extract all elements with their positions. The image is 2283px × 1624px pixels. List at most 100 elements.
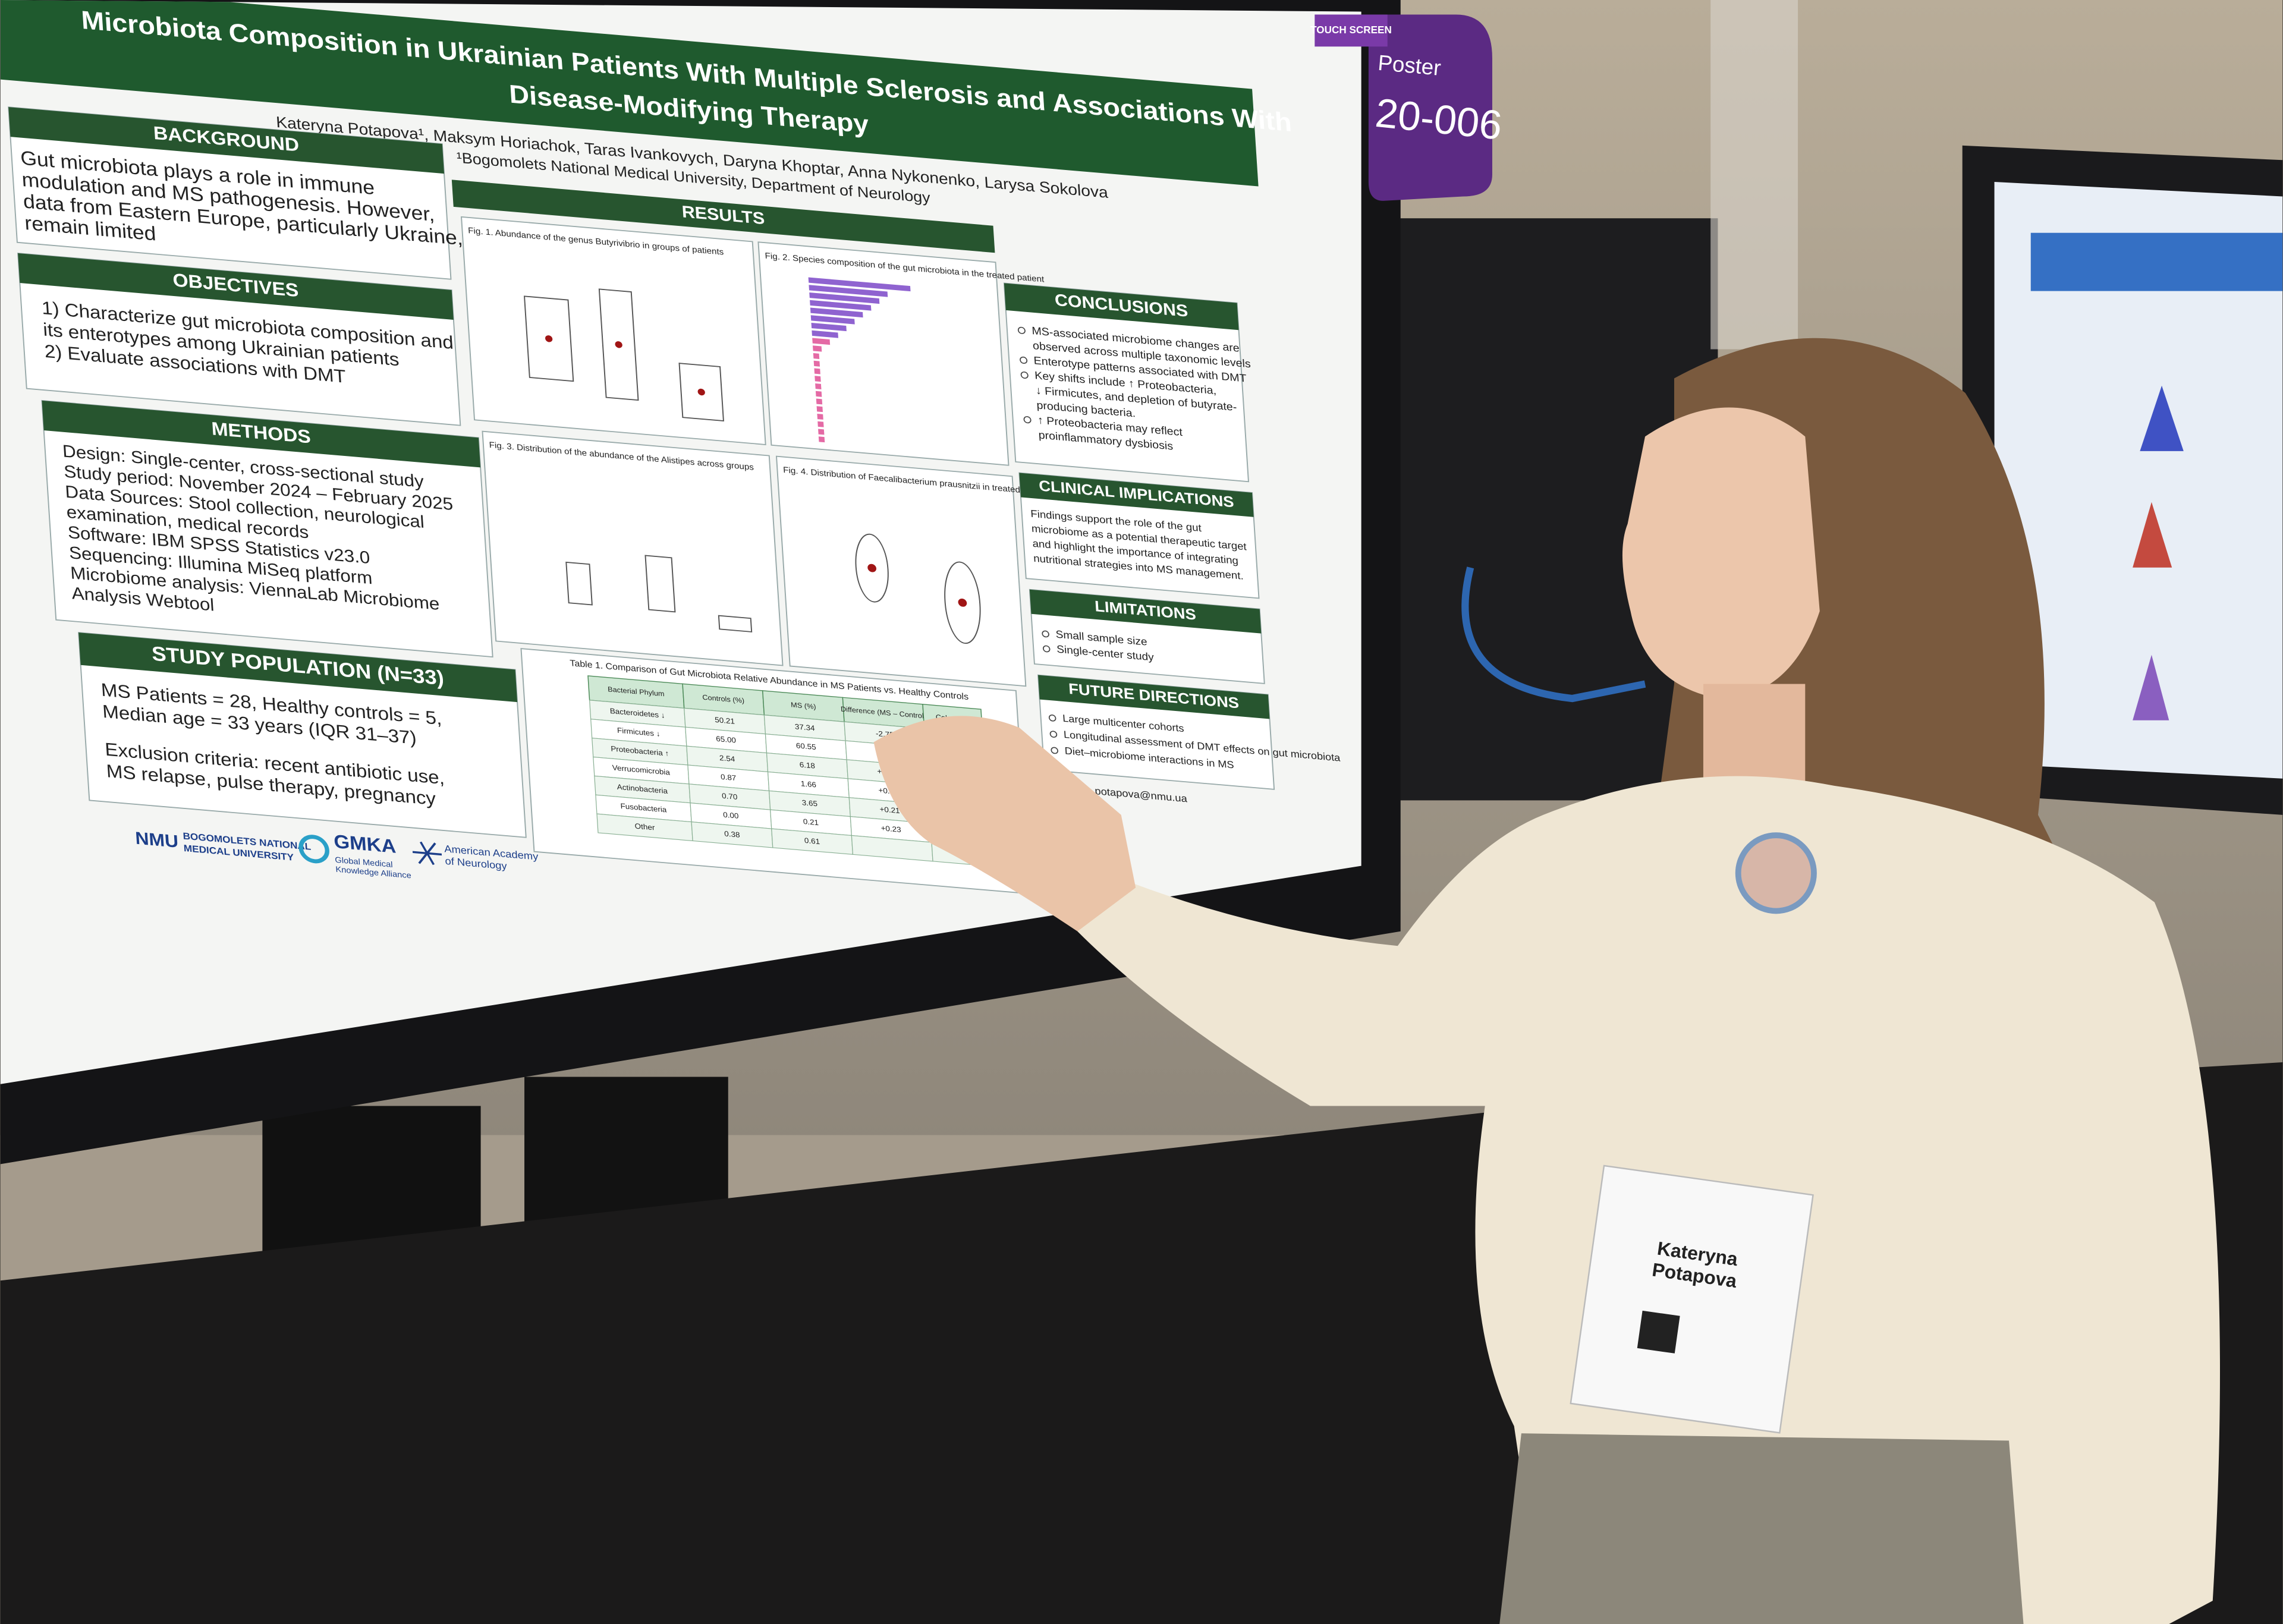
badge-qr xyxy=(1637,1310,1680,1354)
box-plot-mean xyxy=(697,388,705,396)
hand xyxy=(873,716,1136,931)
sign-tag xyxy=(1315,14,1388,47)
sign-plate xyxy=(1317,14,1492,201)
table-cell-text: Firmicutes ↓ xyxy=(617,726,661,738)
side-screen-shape xyxy=(2133,654,2169,720)
table-cell-text: Other xyxy=(634,822,655,832)
box-plot-box xyxy=(598,288,639,401)
table-cell-text: 0.61 xyxy=(804,836,820,846)
table-header: MS (%) xyxy=(791,701,816,711)
bullet xyxy=(1048,715,1056,722)
bullet xyxy=(1023,416,1032,424)
sign-tag-text: TOUCH SCREEN xyxy=(1310,24,1392,36)
bullet xyxy=(1020,371,1029,379)
fig2-bar xyxy=(809,292,880,304)
fig2-bar xyxy=(813,360,820,367)
badge-card xyxy=(1570,1165,1814,1434)
box-plot-mean xyxy=(545,335,553,342)
pillar xyxy=(1710,0,1798,350)
table-cell-text: 0.87 xyxy=(721,772,737,782)
bullet xyxy=(1051,747,1058,754)
fig2-bar xyxy=(808,277,911,292)
bullet xyxy=(1042,630,1049,638)
violin xyxy=(855,533,889,603)
box-plot-box xyxy=(678,363,724,421)
section-header xyxy=(1038,675,1270,719)
cable xyxy=(1461,566,1646,703)
section-box xyxy=(460,216,766,445)
fig2-bar xyxy=(815,376,821,382)
section-header xyxy=(18,253,454,320)
table-cell-text: Fusobacteria xyxy=(620,801,667,814)
table-cell-text: 0.70 xyxy=(722,791,738,801)
section-header xyxy=(78,632,518,703)
bullet xyxy=(1017,326,1026,334)
fig2-bar xyxy=(812,330,839,338)
logo-icon xyxy=(412,841,442,865)
section-box xyxy=(482,430,784,666)
fig2-bar xyxy=(815,383,822,389)
table-cell-text: +0.21 xyxy=(879,805,900,815)
table-cell-text: 60.55 xyxy=(795,741,816,751)
table-cell-text: 65.00 xyxy=(716,734,737,744)
sign-label: Poster xyxy=(1377,51,1442,80)
table-cell-text: 3.65 xyxy=(801,798,817,808)
trousers xyxy=(1499,1433,2024,1624)
table-header: Controls (%) xyxy=(702,693,745,704)
table-cell-text: 0.21 xyxy=(803,817,819,827)
bullet xyxy=(1049,731,1058,738)
bullet xyxy=(1020,356,1028,364)
fig2-bar xyxy=(818,429,825,435)
fig2-bar xyxy=(815,391,822,397)
bullet xyxy=(1042,645,1051,653)
fig2-bar xyxy=(812,338,831,345)
table-cell-text: 0.38 xyxy=(724,829,740,839)
fig2-bar xyxy=(817,421,824,427)
box-plot-box xyxy=(523,295,574,382)
fig2-bar xyxy=(813,345,822,352)
fig2-bar xyxy=(810,315,855,325)
logo-mark: NMU xyxy=(134,828,179,852)
side-screen-banner xyxy=(2030,232,2283,291)
fig2-bar xyxy=(811,323,847,332)
face xyxy=(1622,407,1820,699)
fig2-bar xyxy=(816,406,823,413)
violin-mean xyxy=(867,564,876,572)
fig2-bar xyxy=(809,285,888,297)
section-header xyxy=(1029,589,1262,634)
section-header xyxy=(8,107,445,174)
section-header xyxy=(42,400,481,468)
table-cell-text: 0.00 xyxy=(723,810,739,820)
box-plot-box xyxy=(718,615,753,632)
fig2-bar xyxy=(818,436,825,443)
box-plot-box xyxy=(565,561,593,606)
section-header xyxy=(451,180,995,253)
violin-mean xyxy=(958,598,967,607)
box-plot-box xyxy=(644,555,676,613)
neck xyxy=(1703,684,1806,786)
violin xyxy=(944,561,981,644)
fig2-bar xyxy=(813,353,820,359)
fig2-bar xyxy=(814,368,820,374)
brooch xyxy=(1735,832,1817,914)
table-cell-text: 37.34 xyxy=(794,722,815,732)
table-cell-text: 2.54 xyxy=(719,753,735,763)
table-cell-text: Actinobacteria xyxy=(617,782,668,795)
fig2-bar xyxy=(810,307,863,318)
section-header xyxy=(1004,283,1239,331)
fig2-bar xyxy=(817,413,823,420)
table-cell-text: 1.66 xyxy=(800,779,816,789)
section-header xyxy=(1019,473,1254,517)
table-cell-text: 50.21 xyxy=(715,715,735,725)
box-plot-mean xyxy=(615,341,622,348)
fig2-bar xyxy=(810,300,872,311)
logo-icon xyxy=(298,835,329,864)
side-screen xyxy=(1994,182,2283,779)
section-box xyxy=(775,455,1027,687)
side-screen-shape xyxy=(2133,502,2172,568)
